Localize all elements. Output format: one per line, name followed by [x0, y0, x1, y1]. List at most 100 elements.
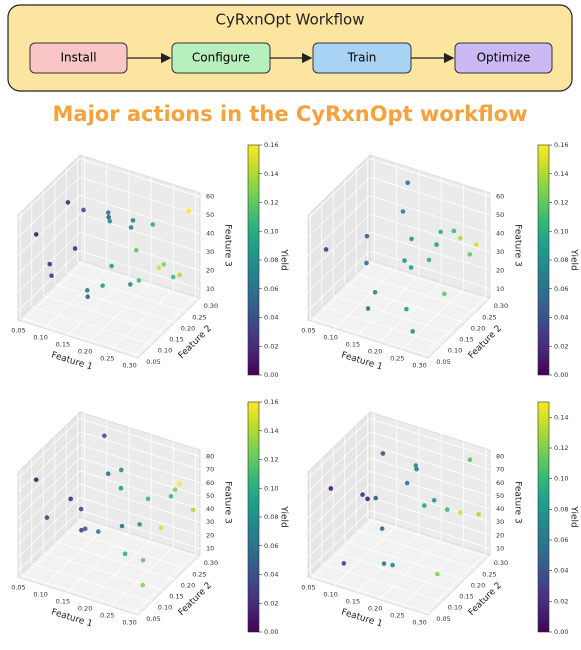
grid-line: [17, 497, 81, 558]
grid-line: [307, 470, 371, 532]
step-label: Install: [60, 51, 96, 65]
grid-line: [79, 496, 201, 536]
x-tick-label: 0.20: [78, 605, 92, 613]
colorbar-tick-label: 0.12: [554, 199, 568, 207]
y-tick-label: 0.05: [146, 358, 160, 366]
grid-line: [133, 296, 196, 357]
point: [161, 262, 167, 267]
x-tick-label: 0.15: [56, 340, 70, 348]
point: [438, 229, 443, 235]
point: [158, 525, 164, 531]
grid-line: [307, 483, 371, 545]
x-tick-label: 0.15: [56, 597, 70, 605]
point: [409, 236, 414, 242]
x-tick-label: 0.30: [122, 362, 136, 370]
grid-line: [17, 195, 81, 256]
colorbar: [537, 144, 550, 376]
colorbar-tick-label: 0.12: [264, 199, 278, 207]
point: [421, 503, 427, 508]
grid-line: [369, 176, 491, 216]
x-tick-label: 0.10: [33, 590, 47, 598]
colorbar-tick-label: 0.04: [264, 314, 278, 322]
grid-line: [344, 541, 465, 580]
z-axis-label: Feature 3: [513, 481, 523, 524]
grid-line: [356, 529, 477, 569]
z-tick-label: 20: [496, 531, 504, 539]
point: [414, 466, 419, 472]
colorbar-tick-label: 0.10: [554, 227, 568, 235]
grid-line: [77, 518, 198, 558]
point: [328, 486, 334, 491]
grid-line: [307, 176, 371, 238]
side-pane: [17, 153, 81, 322]
grid-line: [321, 306, 442, 346]
colorbar-tick-label: 0.00: [264, 371, 278, 379]
colorbar-tick-label: 0.02: [554, 342, 568, 350]
grid-line: [321, 563, 442, 603]
grid-line: [369, 250, 491, 290]
grid-line: [17, 457, 81, 519]
grid-line: [307, 250, 371, 312]
z-tick-label: 40: [206, 230, 214, 238]
point: [128, 225, 134, 230]
x-tick-label: 0.30: [412, 362, 426, 370]
grid-line: [369, 431, 491, 471]
y-tick-label: 0.20: [181, 581, 195, 589]
point: [413, 463, 419, 468]
grid-line: [333, 552, 454, 591]
point: [474, 242, 479, 247]
y-tick-label: 0.05: [436, 615, 450, 623]
grid-line: [88, 282, 152, 343]
z-tick-label: 60: [496, 479, 504, 487]
point: [140, 557, 146, 563]
y-tick-label: 0.25: [482, 313, 496, 321]
grid-line: [307, 431, 371, 492]
point: [467, 252, 473, 257]
grid-line: [20, 317, 141, 357]
z-tick-label: 20: [206, 531, 214, 539]
grid-line: [369, 496, 491, 536]
grid-line: [88, 539, 152, 600]
point: [44, 515, 50, 520]
y-tick-label: 0.15: [459, 593, 473, 601]
grid-line: [79, 418, 201, 457]
grid-line: [333, 295, 454, 334]
colorbar: [537, 401, 550, 633]
y-tick-label: 0.20: [471, 324, 485, 332]
grid-line: [369, 418, 491, 457]
grid-line: [307, 213, 371, 275]
point: [435, 571, 440, 577]
grid-line: [369, 444, 491, 484]
colorbar-tick-label: 0.06: [554, 285, 568, 293]
grid-line: [17, 444, 81, 506]
colorbar-tick-label: 0.16: [264, 398, 278, 406]
grid-line: [79, 510, 201, 549]
z-tick-label: 50: [206, 211, 214, 219]
plot: 0.05 0.10 0.15 0.20 0.25 0.30 0.05 0.10 0.15 0.20…: [301, 141, 578, 379]
point: [404, 306, 409, 312]
point: [405, 180, 411, 186]
y-tick-label: 0.30: [204, 302, 218, 310]
x-tick-label: 0.25: [100, 355, 114, 363]
colorbar: [247, 144, 260, 376]
colorbar-tick-label: 0.08: [264, 256, 278, 264]
x-tick-label: 0.20: [368, 348, 382, 356]
z-tick-label: 10: [206, 285, 214, 293]
point: [130, 218, 136, 223]
z-tick-label: 30: [496, 518, 504, 526]
grid-line: [307, 444, 371, 506]
grid-line: [111, 546, 174, 607]
colorbar-tick-label: 0.04: [554, 567, 568, 575]
z-tick-label: 40: [496, 505, 504, 513]
grid-line: [378, 539, 442, 600]
z-axis-label: Feature 3: [513, 224, 523, 267]
z-tick-label: 10: [206, 544, 214, 552]
grid-line: [17, 431, 81, 492]
grid-line: [369, 483, 491, 523]
side-pane: [17, 410, 81, 579]
colorbar-tick-label: 0.14: [554, 170, 568, 178]
grid-line: [79, 444, 201, 484]
grid-line: [356, 532, 420, 593]
